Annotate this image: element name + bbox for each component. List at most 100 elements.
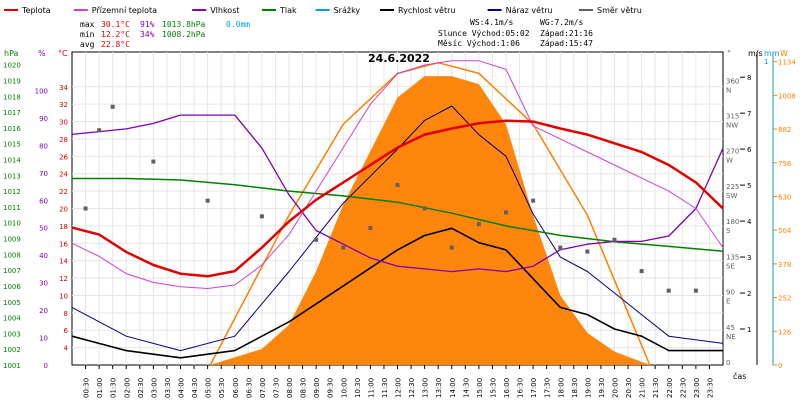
x-tick-label-23: 12:00 <box>395 378 403 398</box>
stats-avg-label: avg <box>80 40 95 49</box>
x-tick-label-15: 08:00 <box>286 378 294 398</box>
hpa-tick-7: 1008 <box>3 251 21 259</box>
ms-tick-6: 2 <box>747 290 751 298</box>
x-tick-label-37: 19:00 <box>584 378 592 398</box>
x-tick-label-35: 18:00 <box>557 378 565 398</box>
wind-dir-point-13 <box>504 210 508 215</box>
axis-unit-degc: °C <box>58 49 68 58</box>
ms-tick-1: 7 <box>747 110 751 118</box>
x-tick-label-11: 06:00 <box>232 378 240 398</box>
wind-dir-point-0 <box>83 206 88 211</box>
dir-tick-deg-8: 0 <box>726 359 730 367</box>
degc-tick-5: 14 <box>59 258 68 266</box>
hpa-tick-3: 1004 <box>3 315 21 323</box>
axis-unit-deg: ° <box>727 49 731 58</box>
dir-tick-deg-0: 360 <box>726 77 739 85</box>
axis-unit-mm: mm <box>764 49 780 58</box>
x-tick-label-22: 11:30 <box>381 378 389 398</box>
x-tick-label-21: 11:00 <box>367 378 375 398</box>
wind-dir-point-17 <box>612 237 617 242</box>
wind-dir-point-4 <box>205 198 210 203</box>
w-tick-7: 882 <box>778 126 791 134</box>
pct-tick-7: 70 <box>39 170 48 178</box>
x-tick-label-28: 14:30 <box>462 378 470 398</box>
w-tick-4: 504 <box>778 227 792 235</box>
x-tick-label-8: 04:30 <box>191 378 199 398</box>
w-tick-2: 252 <box>778 295 791 303</box>
degc-tick-4: 12 <box>59 275 68 283</box>
stats-sun: Slunce Východ:05:02 <box>438 29 530 38</box>
dir-tick-deg-2: 270 <box>726 148 739 156</box>
x-tick-label-29: 15:00 <box>476 378 484 398</box>
axis-unit-pct: % <box>38 49 46 58</box>
wind-dir-point-5 <box>259 214 264 219</box>
wind-dir-point-16 <box>585 249 590 254</box>
degc-tick-13: 30 <box>59 119 68 127</box>
x-tick-label-34: 17:30 <box>544 378 552 398</box>
x-tick-label-38: 19:30 <box>598 378 606 398</box>
x-tick-label-17: 09:00 <box>313 378 321 398</box>
dir-tick-deg-5: 135 <box>726 253 739 261</box>
degc-tick-14: 32 <box>59 101 68 109</box>
ms-tick-2: 6 <box>747 146 752 154</box>
wind-dir-point-7 <box>341 245 346 250</box>
stats-min-hum: 34% <box>140 30 155 39</box>
x-tick-label-41: 21:00 <box>639 378 647 398</box>
dir-tick-name-2: W <box>726 157 733 165</box>
hpa-tick-6: 1007 <box>3 267 21 275</box>
stats-sun-set: Západ:21:16 <box>540 29 593 38</box>
dir-tick-name-3: SW <box>726 192 737 200</box>
chart-title: 24.6.2022 <box>368 52 430 65</box>
hpa-tick-8: 1009 <box>3 236 21 244</box>
x-tick-label-33: 17:00 <box>530 378 538 398</box>
x-tick-label-46: 23:30 <box>706 378 714 398</box>
w-tick-1: 126 <box>778 328 792 336</box>
pct-tick-4: 40 <box>39 252 48 260</box>
dir-tick-deg-4: 180 <box>726 218 739 226</box>
hpa-tick-9: 1010 <box>3 220 21 228</box>
x-tick-label-30: 15:30 <box>489 378 497 398</box>
w-tick-0: 0 <box>778 362 782 370</box>
stats-max-press: 1013.8hPa <box>162 20 206 29</box>
ms-tick-4: 4 <box>747 218 752 226</box>
axes-layer: 00:30 01:00 01:30 02:00 02:30 03:00 03:30 04:00… <box>3 52 796 398</box>
x-tick-label-12: 06:30 <box>245 378 253 398</box>
wind-dir-point-11 <box>449 245 454 250</box>
x-tick-label-26: 13:30 <box>435 378 443 398</box>
degc-tick-2: 8 <box>64 310 68 318</box>
x-tick-label-32: 16:30 <box>517 378 525 398</box>
x-tick-label-25: 13:00 <box>422 378 430 398</box>
pct-tick-10: 100 <box>35 87 48 95</box>
degc-tick-12: 28 <box>59 136 68 144</box>
x-tick-label-19: 10:00 <box>340 378 348 398</box>
x-tick-label-3: 02:00 <box>123 378 131 398</box>
axis-unit-w: W <box>780 49 788 58</box>
stats-ws: WS:4.1m/s <box>470 18 514 27</box>
x-tick-label-44: 22:30 <box>679 378 687 398</box>
x-tick-label-31: 16:00 <box>503 378 511 398</box>
stats-max-temp: 30.1°C <box>101 20 130 29</box>
x-tick-label-7: 04:00 <box>178 378 186 398</box>
stats-min-press: 1008.2hPa <box>162 30 206 39</box>
x-tick-label-16: 08:30 <box>300 378 308 398</box>
x-tick-label-9: 05:00 <box>205 378 213 398</box>
wind-dir-point-15 <box>558 245 563 250</box>
wind-dir-point-6 <box>314 237 319 242</box>
series-rychlost-vetru <box>71 227 723 359</box>
dir-tick-name-1: NW <box>726 122 738 130</box>
stats-min-temp: 12.2°C <box>101 30 130 39</box>
series-naraz-vetru <box>71 105 724 352</box>
series-prizemni-teplota <box>71 60 724 289</box>
wind-dir-point-14 <box>531 198 536 203</box>
radiation-area <box>210 76 650 365</box>
wind-dir-point-1 <box>97 128 102 133</box>
degc-tick-15: 34 <box>59 84 68 92</box>
marks-layer <box>83 104 698 293</box>
dir-tick-deg-7: 45 <box>726 324 735 332</box>
hpa-tick-4: 1005 <box>3 299 21 307</box>
series-teplota <box>71 119 724 278</box>
degc-tick-3: 10 <box>59 292 68 300</box>
degc-tick-8: 20 <box>59 206 68 214</box>
stats-moon-set: Západ:15:47 <box>540 39 593 48</box>
